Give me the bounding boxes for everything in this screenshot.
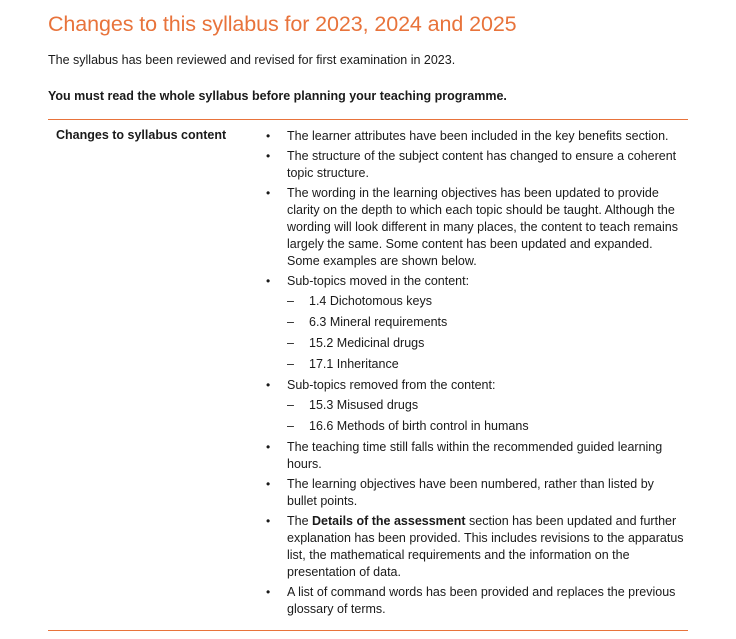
moved-subtopics-list: – 1.4 Dichotomous keys – 6.3 Mineral requi… (287, 293, 687, 373)
list-item: • The learner attributes have been inclu… (262, 128, 687, 145)
top-divider (48, 119, 688, 120)
bullet-icon: • (266, 186, 271, 200)
sub-list-item-text: 1.4 Dichotomous keys (309, 294, 432, 308)
sub-list-item-text: 6.3 Mineral requirements (309, 315, 448, 329)
list-item: • Sub-topics moved in the content: – 1.4 … (262, 273, 687, 373)
list-item-text: The structure of the subject content has… (287, 149, 677, 180)
sub-list-item: – 16.6 Methods of birth control in humans (287, 418, 687, 435)
sub-list-item: – 1.4 Dichotomous keys (287, 293, 687, 310)
sub-list-item-text: 17.1 Inheritance (309, 357, 399, 371)
list-item-text-post: section has been updated and further exp… (287, 514, 684, 579)
bullet-icon: • (266, 514, 271, 528)
list-item: • The teaching time still falls within t… (262, 439, 687, 473)
bullet-icon: • (266, 149, 271, 163)
list-item-text: The wording in the learning objectives h… (287, 186, 678, 268)
bottom-divider (48, 630, 688, 631)
list-item-text: The learning objectives have been number… (287, 477, 654, 508)
intro-text: The syllabus has been reviewed and revis… (48, 53, 456, 67)
sub-list-item: – 15.3 Misused drugs (287, 397, 687, 414)
sub-list-item: – 17.1 Inheritance (287, 356, 687, 373)
dash-icon: – (287, 294, 294, 308)
dash-icon: – (287, 357, 294, 371)
sub-list-item-text: 16.6 Methods of birth control in humans (309, 419, 529, 433)
sub-list-item: – 6.3 Mineral requirements (287, 314, 687, 331)
bullet-icon: • (266, 274, 271, 288)
must-read-note: You must read the whole syllabus before … (48, 89, 507, 103)
list-item-text: The learner attributes have been include… (287, 129, 669, 143)
dash-icon: – (287, 398, 294, 412)
dash-icon: – (287, 419, 294, 433)
bullet-icon: • (266, 129, 271, 143)
changes-list: • The learner attributes have been inclu… (262, 128, 687, 621)
page-title: Changes to this syllabus for 2023, 2024 … (48, 12, 517, 36)
bullet-icon: • (266, 477, 271, 491)
sub-list-item-text: 15.3 Misused drugs (309, 398, 419, 412)
list-item-text: Sub-topics moved in the content: (287, 274, 470, 288)
bullet-icon: • (266, 378, 271, 392)
bullet-icon: • (266, 440, 271, 454)
list-item: • The wording in the learning objectives… (262, 185, 687, 270)
list-item: • The structure of the subject content h… (262, 148, 687, 182)
list-item: • The Details of the assessment section … (262, 513, 687, 581)
list-item: • The learning objectives have been numb… (262, 476, 687, 510)
sub-list-item: – 15.2 Medicinal drugs (287, 335, 687, 352)
list-item-text-pre: The (287, 514, 313, 528)
row-label: Changes to syllabus content (56, 128, 227, 142)
assessment-section-name: Details of the assessment (312, 514, 466, 528)
bullet-icon: • (266, 585, 271, 599)
removed-subtopics-list: – 15.3 Misused drugs – 16.6 Methods of bir… (287, 397, 687, 435)
list-item: • Sub-topics removed from the content: –… (262, 377, 687, 435)
dash-icon: – (287, 336, 294, 350)
list-item-text: The Details of the assessment section ha… (287, 514, 684, 579)
list-item: • A list of command words has been provi… (262, 584, 687, 618)
list-item-text: Sub-topics removed from the content: (287, 378, 496, 392)
dash-icon: – (287, 315, 294, 329)
list-item-text: The teaching time still falls within the… (287, 440, 663, 471)
sub-list-item-text: 15.2 Medicinal drugs (309, 336, 425, 350)
list-item-text: A list of command words has been provide… (287, 585, 676, 616)
